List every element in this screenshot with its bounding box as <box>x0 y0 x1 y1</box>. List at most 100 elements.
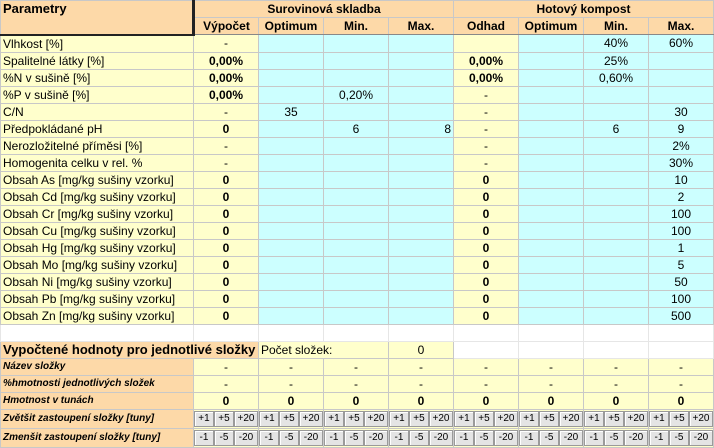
increase-button[interactable]: +20 <box>494 410 518 427</box>
increase-button[interactable]: +20 <box>624 410 648 427</box>
raw-max-cell[interactable] <box>388 238 454 257</box>
compost-optimum-cell[interactable] <box>518 289 584 308</box>
increase-button[interactable]: +5 <box>279 410 299 427</box>
increase-button[interactable]: +1 <box>324 410 344 427</box>
compost-min-cell[interactable] <box>583 102 649 121</box>
compost-min-cell[interactable] <box>583 289 649 308</box>
raw-min-cell[interactable] <box>323 187 389 206</box>
compost-min-cell[interactable] <box>583 153 649 172</box>
increase-button[interactable]: +1 <box>584 410 604 427</box>
raw-max-cell[interactable] <box>388 272 454 291</box>
decrease-button[interactable]: -1 <box>259 429 279 446</box>
compost-max-cell[interactable]: 100 <box>648 204 714 223</box>
increase-button[interactable]: +1 <box>519 410 539 427</box>
raw-max-cell[interactable] <box>388 85 454 104</box>
raw-min-cell[interactable] <box>323 51 389 70</box>
compost-max-cell[interactable] <box>648 85 714 104</box>
increase-button[interactable]: +20 <box>299 410 323 427</box>
compost-max-cell[interactable]: 30% <box>648 153 714 172</box>
decrease-button[interactable]: -5 <box>344 429 364 446</box>
compost-min-cell[interactable] <box>583 238 649 257</box>
increase-button[interactable]: +20 <box>234 410 258 427</box>
raw-min-cell[interactable] <box>323 221 389 240</box>
compost-max-cell[interactable]: 9 <box>648 119 714 138</box>
compost-optimum-cell[interactable] <box>518 272 584 291</box>
compost-max-cell[interactable]: 2 <box>648 187 714 206</box>
raw-min-cell[interactable] <box>323 306 389 325</box>
raw-optimum-cell[interactable] <box>258 238 324 257</box>
raw-max-cell[interactable] <box>388 68 454 87</box>
compost-min-cell[interactable]: 0,60% <box>583 68 649 87</box>
compost-max-cell[interactable]: 2% <box>648 136 714 155</box>
raw-optimum-cell[interactable] <box>258 170 324 189</box>
compost-max-cell[interactable]: 10 <box>648 170 714 189</box>
raw-min-cell[interactable] <box>323 255 389 274</box>
compost-optimum-cell[interactable] <box>518 187 584 206</box>
compost-optimum-cell[interactable] <box>518 255 584 274</box>
raw-max-cell[interactable] <box>388 136 454 155</box>
compost-max-cell[interactable] <box>648 68 714 87</box>
compost-optimum-cell[interactable] <box>518 153 584 172</box>
increase-button[interactable]: +1 <box>649 410 669 427</box>
raw-max-cell[interactable] <box>388 51 454 70</box>
raw-optimum-cell[interactable] <box>258 119 324 138</box>
increase-button[interactable]: +5 <box>214 410 234 427</box>
raw-optimum-cell[interactable] <box>258 187 324 206</box>
decrease-button[interactable]: -5 <box>279 429 299 446</box>
raw-min-cell[interactable] <box>323 136 389 155</box>
compost-optimum-cell[interactable] <box>518 119 584 138</box>
increase-button[interactable]: +5 <box>344 410 364 427</box>
decrease-button[interactable]: -5 <box>409 429 429 446</box>
increase-button[interactable]: +1 <box>259 410 279 427</box>
raw-max-cell[interactable] <box>388 289 454 308</box>
raw-min-cell[interactable] <box>323 102 389 121</box>
raw-max-cell[interactable]: 8 <box>388 119 454 138</box>
compost-min-cell[interactable] <box>583 85 649 104</box>
increase-button[interactable]: +5 <box>669 410 689 427</box>
raw-max-cell[interactable] <box>388 34 454 53</box>
compost-min-cell[interactable]: 40% <box>583 34 649 53</box>
increase-button[interactable]: +5 <box>539 410 559 427</box>
increase-button[interactable]: +1 <box>454 410 474 427</box>
decrease-button[interactable]: -20 <box>364 429 388 446</box>
increase-button[interactable]: +20 <box>559 410 583 427</box>
decrease-button[interactable]: -20 <box>494 429 518 446</box>
raw-min-cell[interactable] <box>323 34 389 53</box>
decrease-button[interactable]: -20 <box>299 429 323 446</box>
raw-optimum-cell[interactable] <box>258 34 324 53</box>
increase-button[interactable]: +5 <box>409 410 429 427</box>
compost-min-cell[interactable] <box>583 221 649 240</box>
decrease-button[interactable]: -20 <box>234 429 258 446</box>
raw-min-cell[interactable] <box>323 68 389 87</box>
decrease-button[interactable]: -1 <box>324 429 344 446</box>
compost-optimum-cell[interactable] <box>518 306 584 325</box>
raw-min-cell[interactable] <box>323 238 389 257</box>
compost-optimum-cell[interactable] <box>518 68 584 87</box>
compost-max-cell[interactable]: 500 <box>648 306 714 325</box>
compost-optimum-cell[interactable] <box>518 170 584 189</box>
compost-optimum-cell[interactable] <box>518 238 584 257</box>
raw-max-cell[interactable] <box>388 204 454 223</box>
compost-min-cell[interactable]: 6 <box>583 119 649 138</box>
compost-max-cell[interactable]: 50 <box>648 272 714 291</box>
compost-min-cell[interactable] <box>583 170 649 189</box>
raw-min-cell[interactable]: 6 <box>323 119 389 138</box>
raw-max-cell[interactable] <box>388 187 454 206</box>
compost-max-cell[interactable]: 30 <box>648 102 714 121</box>
decrease-button[interactable]: -5 <box>669 429 689 446</box>
compost-min-cell[interactable] <box>583 306 649 325</box>
compost-optimum-cell[interactable] <box>518 102 584 121</box>
raw-max-cell[interactable] <box>388 306 454 325</box>
decrease-button[interactable]: -1 <box>389 429 409 446</box>
raw-optimum-cell[interactable] <box>258 289 324 308</box>
increase-button[interactable]: +1 <box>194 410 214 427</box>
decrease-button[interactable]: -5 <box>214 429 234 446</box>
compost-min-cell[interactable] <box>583 255 649 274</box>
decrease-button[interactable]: -20 <box>624 429 648 446</box>
raw-min-cell[interactable] <box>323 204 389 223</box>
raw-max-cell[interactable] <box>388 153 454 172</box>
raw-optimum-cell[interactable] <box>258 255 324 274</box>
compost-min-cell[interactable] <box>583 272 649 291</box>
decrease-button[interactable]: -1 <box>454 429 474 446</box>
increase-button[interactable]: +20 <box>689 410 713 427</box>
